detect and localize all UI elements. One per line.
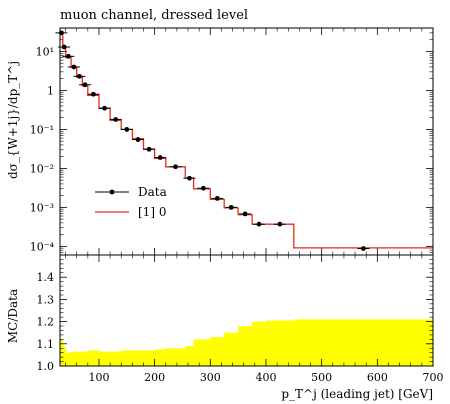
ratio-band-bin xyxy=(293,319,434,366)
ratio-plot-frame xyxy=(59,254,434,367)
ratio-band-bin xyxy=(165,348,186,366)
chart-title: muon channel, dressed level xyxy=(60,8,248,23)
data-point xyxy=(102,105,107,111)
ratio-y-tick-label: 1.1 xyxy=(37,338,55,351)
data-point xyxy=(91,91,96,97)
ratio-band-bin xyxy=(143,350,156,366)
main-plot: 10¹ 1 10⁻¹ 10⁻² 10⁻³ 10⁻⁴ xyxy=(30,27,434,256)
data-point xyxy=(173,164,178,170)
ratio-x-tick-label: 300 xyxy=(200,371,221,384)
ratio-band-bin xyxy=(185,346,195,366)
data-point xyxy=(277,221,283,227)
data-point xyxy=(61,44,67,50)
main-y-tick-label: 1 xyxy=(47,84,54,97)
ratio-band-bin xyxy=(71,351,78,366)
ratio-x-tick-label: 500 xyxy=(311,371,332,384)
data-point xyxy=(256,221,262,227)
ratio-band-bin xyxy=(238,326,253,366)
legend-data-marker xyxy=(109,189,115,195)
ratio-band-bin xyxy=(210,337,225,366)
main-y-tick-label: 10⁻⁴ xyxy=(30,240,55,253)
data-point xyxy=(214,195,220,201)
ratio-band-bin xyxy=(98,351,111,366)
ratio-band-bin xyxy=(110,351,122,366)
ratio-y-tick-label: 1.4 xyxy=(37,271,55,284)
ratio-y-tick-label: 1.0 xyxy=(37,360,55,373)
data-point xyxy=(146,146,152,152)
ratio-band-bin xyxy=(132,350,145,366)
data-point xyxy=(187,175,192,181)
ratio-band-bin xyxy=(87,350,100,366)
ratio-x-tick-label: 100 xyxy=(88,371,109,384)
ratio-y-tick-label: 1.3 xyxy=(37,293,55,306)
data-point xyxy=(135,137,141,142)
data-point xyxy=(157,155,163,160)
data-point xyxy=(82,82,88,88)
legend-label-data: Data xyxy=(138,185,167,199)
main-y-tick-label: 10⁻² xyxy=(30,162,54,175)
ratio-band-bin xyxy=(76,351,89,366)
data-point xyxy=(71,64,77,70)
ratio-band-bin xyxy=(121,350,133,366)
ratio-band-bin xyxy=(154,349,167,366)
ratio-x-tick-label: 700 xyxy=(423,371,444,384)
x-axis-label: p_T^j (leading jet) [GeV] xyxy=(281,387,433,401)
ratio-band-bin xyxy=(224,332,239,366)
ratio-plot: 1.0 1.1 1.2 1.3 1.4 100 200 300 400 500 600 700 xyxy=(37,254,444,384)
legend: Data [1] 0 xyxy=(95,185,167,219)
ratio-x-tick-label: 600 xyxy=(367,371,388,384)
legend-label-mc: [1] 0 xyxy=(138,205,166,219)
ratio-y-axis-label: MC/Data xyxy=(6,289,20,343)
ratio-band-bin xyxy=(252,321,267,366)
main-y-tick-label: 10⁻³ xyxy=(30,201,54,214)
main-y-tick-label: 10¹ xyxy=(36,45,54,58)
data-point xyxy=(242,211,248,217)
ratio-band-bin xyxy=(62,347,67,366)
main-y-tick-label: 10⁻¹ xyxy=(30,123,54,136)
data-point xyxy=(77,73,82,79)
data-point xyxy=(124,127,130,132)
main-plot-frame xyxy=(59,27,434,256)
ratio-x-tick-label: 400 xyxy=(255,371,276,384)
data-point xyxy=(65,53,71,59)
data-point xyxy=(228,204,234,210)
ratio-band-bin xyxy=(193,339,211,366)
data-point xyxy=(113,117,119,122)
ratio-y-tick-label: 1.2 xyxy=(37,316,55,329)
ratio-x-tick-label: 200 xyxy=(144,371,165,384)
data-point xyxy=(361,246,366,251)
data-point xyxy=(200,185,206,191)
y-axis-label: dσ_{W+1j}/dp_T^j xyxy=(6,61,20,179)
ratio-band-bin xyxy=(265,320,295,366)
ratio-band-bin xyxy=(65,352,72,366)
